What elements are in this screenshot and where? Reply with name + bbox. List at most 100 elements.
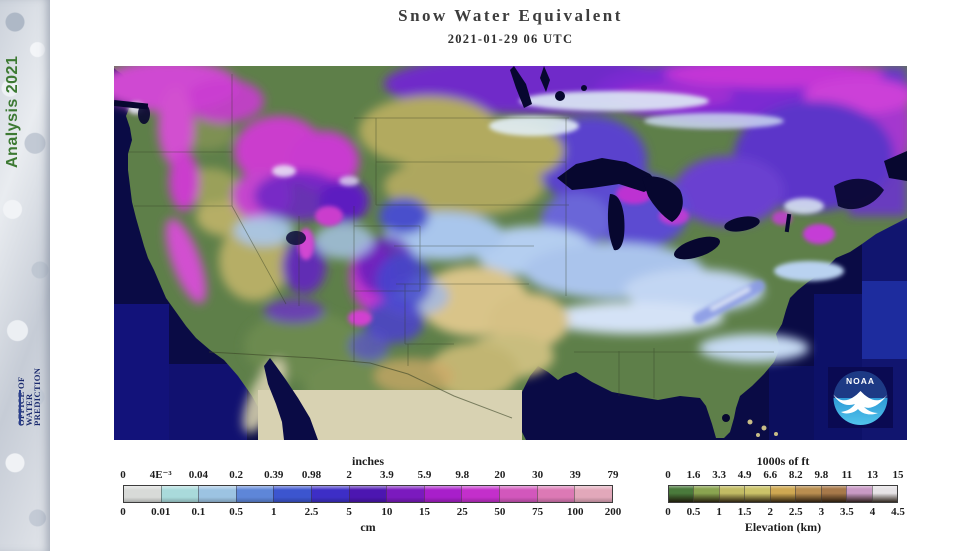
- lakes-and-bays: [114, 66, 907, 422]
- legend-tick: 0.04: [188, 469, 208, 481]
- legend-elev-label-bottom: Elevation (km): [744, 520, 822, 534]
- legend-color-segment: [386, 486, 424, 502]
- legend-color-segment: [160, 486, 199, 502]
- sidebar-snow-texture: [0, 0, 50, 551]
- noaa-logo-emblem: NOAA: [833, 371, 888, 425]
- legend-tick: 8.2: [788, 469, 803, 481]
- legend-color-segment: [846, 486, 872, 502]
- legend-tick: 4: [869, 506, 876, 518]
- legend-color-segment: [669, 486, 694, 502]
- legend-tick: 15: [892, 469, 904, 481]
- legend-tick: 2: [767, 506, 773, 518]
- legend-tick: 3.9: [379, 469, 394, 481]
- legend-color-segment: [499, 486, 537, 502]
- legend-tick: 0.2: [229, 469, 243, 481]
- legend-tick: 13: [866, 469, 878, 481]
- legend-tick: 1: [271, 506, 277, 518]
- snow-water-equivalent-map: NOAA: [114, 66, 907, 440]
- legend-color-segment: [124, 486, 161, 502]
- sidebar-owp-logo-text: OWP: [0, 443, 1, 549]
- legend-tick: 0: [665, 506, 671, 518]
- legend-tick: 1: [716, 506, 722, 518]
- sidebar-title-line2: Analysis 2021: [4, 55, 21, 168]
- us-mexico-border: [208, 351, 513, 419]
- legend-tick: 2: [346, 469, 352, 481]
- legend-elev-colorbar: [668, 485, 898, 503]
- swe-detail-patches: [128, 91, 844, 326]
- legend-color-segment: [693, 486, 719, 502]
- legend-tick: 200: [604, 506, 622, 518]
- legend-tick: 0.5: [229, 506, 243, 518]
- legend-tick: 79: [607, 469, 619, 481]
- legend-tick: 3.3: [712, 469, 726, 481]
- legend-snow-water-equivalent: inches 0 4E⁻³ 0.04 0.2 0.39 0.98 2 3.9 5.9 9.8 20 3…: [118, 454, 621, 534]
- legend-color-segment: [311, 486, 349, 502]
- legend-elev-ticks-km: 0 0.5 1 1.5 2 2.5 3 3.5 4 4.5: [665, 505, 905, 520]
- noaa-seagull-icon: [833, 391, 888, 415]
- legend-elev-unit-top: 1000s of ft: [756, 454, 810, 468]
- legend-tick: 0.39: [264, 469, 284, 481]
- legend-swe-unit-bottom: cm: [360, 520, 376, 534]
- legend-tick: 50: [494, 506, 506, 518]
- legend-tick: 0: [120, 469, 126, 481]
- legend-tick: 75: [532, 506, 544, 518]
- legend-tick: 15: [419, 506, 431, 518]
- legend-color-segment: [536, 486, 575, 502]
- legend-tick: 30: [532, 469, 544, 481]
- legend-tick: 0: [120, 506, 126, 518]
- legend-tick: 5.9: [417, 469, 432, 481]
- legend-swe-ticks-inches: 0 4E⁻³ 0.04 0.2 0.39 0.98 2 3.9 5.9 9.8 20 30 39 79: [120, 468, 618, 483]
- page-subtitle-datetime: 2021-01-29 06 UTC: [447, 32, 574, 46]
- page-title: Snow Water Equivalent: [398, 6, 623, 25]
- legend-tick: 20: [494, 469, 506, 481]
- legend-tick: 0.1: [191, 506, 206, 518]
- sidebar-divider: [19, 390, 21, 425]
- legend-color-segment: [198, 486, 236, 502]
- legend-color-segment: [795, 486, 821, 502]
- legend-color-segment: [461, 486, 500, 502]
- legend-tick: 39: [569, 469, 581, 481]
- legend-tick: 3.5: [840, 506, 854, 518]
- bahamas-islands: [747, 419, 778, 437]
- legend-elev-ticks-ft: 0 1.6 3.3 4.9 6.6 8.2 9.8 11 13 15: [665, 468, 903, 483]
- legend-tick: 4E⁻³: [149, 469, 172, 481]
- legend-tick: 3: [818, 506, 825, 518]
- legend-color-segment: [235, 486, 274, 502]
- legend-color-segment: [348, 486, 387, 502]
- legend-tick: 0.01: [151, 506, 171, 518]
- legend-tick: 11: [841, 469, 853, 481]
- legend-color-segment: [718, 486, 745, 502]
- legend-tick: 2.5: [788, 506, 803, 518]
- legend-color-segment: [423, 486, 462, 502]
- legend-color-segment: [871, 486, 897, 502]
- legend-tick: 5: [346, 506, 352, 518]
- legend-tick: 6.6: [763, 469, 778, 481]
- legend-tick: 2.5: [304, 506, 319, 518]
- legend-tick: 10: [381, 506, 393, 518]
- legend-swe-unit-top: inches: [351, 454, 384, 468]
- legend-tick: 0.5: [686, 506, 701, 518]
- sidebar-title-line1: National Snow 2020-: [0, 38, 2, 204]
- legend-tick: 1.5: [737, 506, 752, 518]
- legend-tick: 0: [665, 469, 671, 481]
- noaa-logo: NOAA: [828, 367, 893, 428]
- gulf-of-california: [264, 358, 318, 440]
- legend-tick: 25: [456, 506, 468, 518]
- noaa-logo-text: NOAA: [846, 376, 875, 386]
- legend-tick: 100: [567, 506, 584, 518]
- legend-tick: 9.8: [814, 469, 829, 481]
- legend-color-segment: [744, 486, 770, 502]
- legend-tick: 4.5: [891, 506, 905, 518]
- legend-tick: 4.9: [737, 469, 752, 481]
- state-borders: [128, 74, 774, 398]
- legend-color-segment: [820, 486, 847, 502]
- map-image: [114, 66, 907, 440]
- legend-tick: 9.8: [455, 469, 470, 481]
- legend-tick: 1.6: [686, 469, 701, 481]
- legend-color-segment: [273, 486, 312, 502]
- sidebar-org-line3: PREDICTION: [32, 367, 42, 426]
- legend-color-segment: [574, 486, 612, 502]
- legend-color-segment: [769, 486, 796, 502]
